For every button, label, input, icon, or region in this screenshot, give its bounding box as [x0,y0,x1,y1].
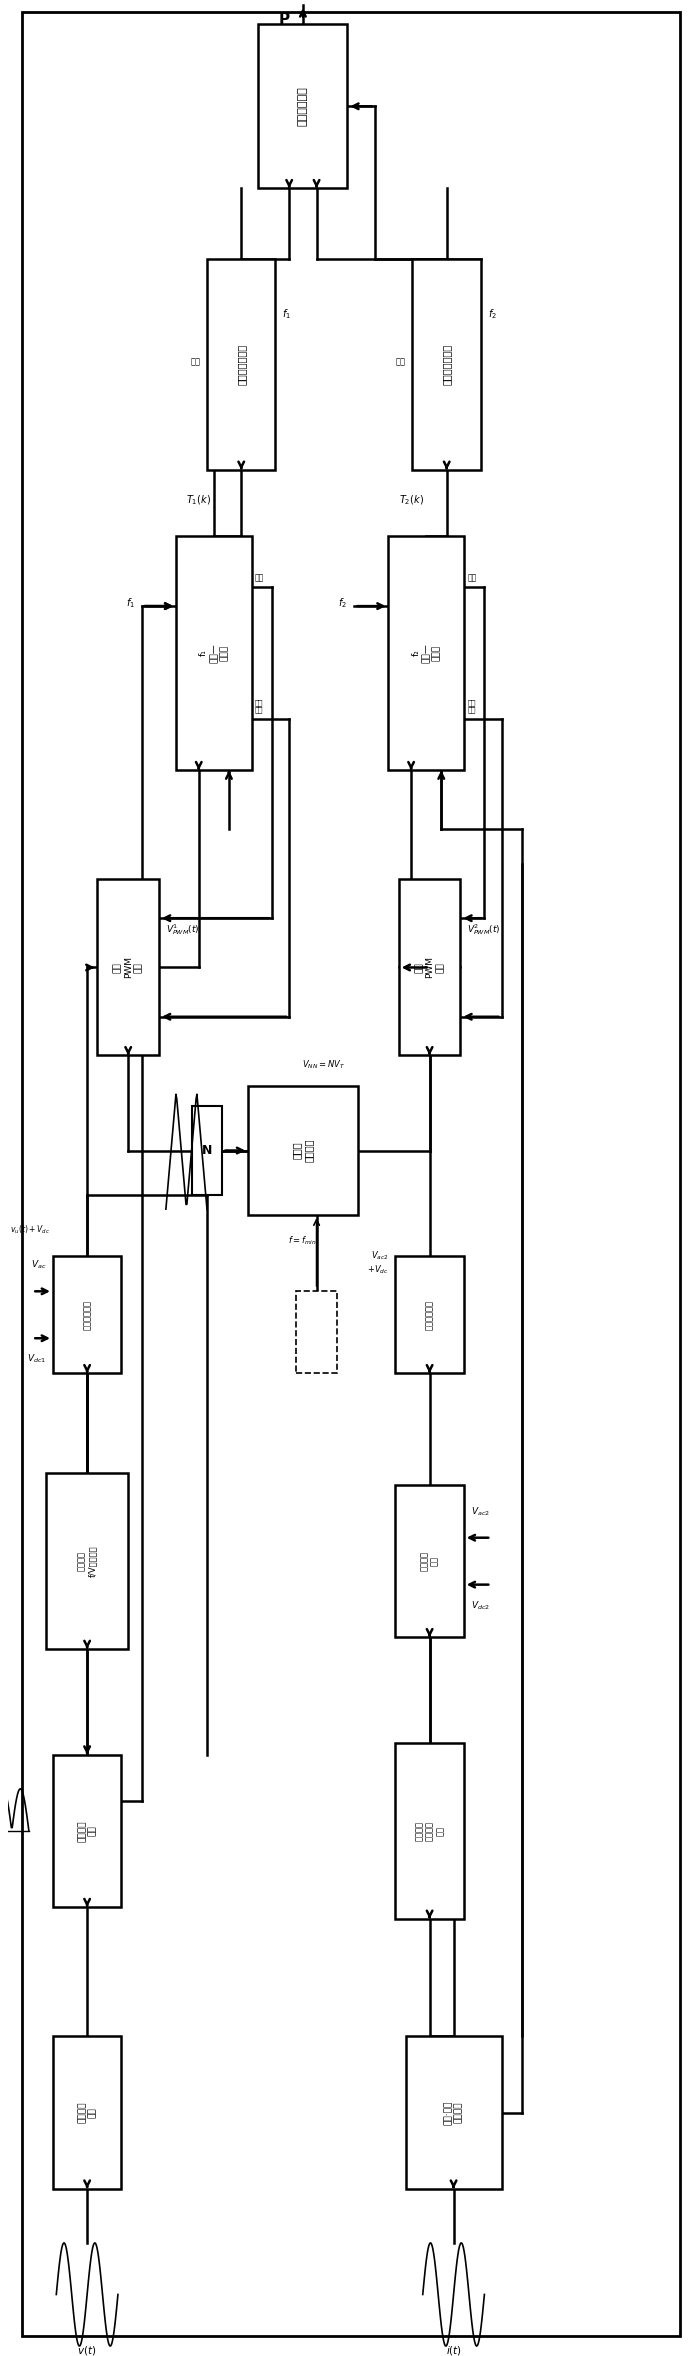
Text: 第一加法
电路: 第一加法 电路 [420,1550,439,1571]
Text: $f_1$: $f_1$ [282,309,291,320]
Text: 容量
触发: 容量 触发 [467,700,476,714]
Text: $V^1_{PWM}(t)$: $V^1_{PWM}(t)$ [166,921,200,938]
Text: f₂
模数—
转换器: f₂ 模数— 转换器 [412,643,441,662]
Text: $f = f_{min}$: $f = f_{min}$ [289,1235,317,1246]
Bar [389,535,464,770]
Text: 第一
PWM
控制: 第一 PWM 控制 [113,957,143,978]
Bar [207,259,276,469]
Text: N: N [202,1145,212,1157]
Bar [53,1755,121,1908]
Bar [296,1291,337,1374]
Text: 整形电路
f/V转换电路: 整形电路 f/V转换电路 [78,1546,97,1576]
Text: 第二石磁存储器: 第二石磁存储器 [441,344,452,384]
Bar [192,1105,222,1194]
Text: $T_2(k)$: $T_2(k)$ [399,492,424,507]
Text: $f_2$: $f_2$ [488,309,497,320]
Text: 第一石磁存储器: 第一石磁存储器 [236,344,246,384]
Bar [396,1256,464,1374]
Text: 频率测量
电路: 频率测量 电路 [78,1821,97,1842]
Bar [248,1086,357,1216]
Text: 整形放大
电路: 整形放大 电路 [78,2102,97,2123]
Bar [53,1256,121,1374]
Text: $V^2_{PWM}(t)$: $V^2_{PWM}(t)$ [467,921,501,938]
Bar [53,2036,121,2189]
Text: 容量
触发: 容量 触发 [255,700,264,714]
Text: $V_{dc2}$: $V_{dc2}$ [471,1600,490,1612]
Bar [405,2036,502,2189]
Text: 频率: 频率 [190,358,200,368]
Text: P: P [279,12,290,28]
Text: 有功功率计算: 有功功率计算 [298,87,308,127]
Text: $V_{NN} = NV_T$: $V_{NN} = NV_T$ [302,1058,345,1070]
Text: $f_1$: $f_1$ [126,596,135,610]
Bar [396,1484,464,1637]
Text: $V_{ac}$: $V_{ac}$ [31,1258,46,1272]
Bar [176,535,251,770]
Text: 三角波
发生电路: 三角波 发生电路 [292,1138,314,1162]
Text: $V_{ac2}$: $V_{ac2}$ [471,1505,489,1517]
Text: $T_1(k)$: $T_1(k)$ [187,492,212,507]
Bar [399,879,460,1055]
Text: 触发: 触发 [255,573,264,582]
Text: 频率: 频率 [396,358,405,368]
Bar [412,259,481,469]
Text: $V_{dc1}$: $V_{dc1}$ [27,1352,46,1364]
Bar [396,1743,464,1920]
Text: 电流·电压
转换电路: 电流·电压 转换电路 [444,2102,464,2125]
Text: $i(t)$: $i(t)$ [446,2344,462,2356]
Bar [258,24,348,188]
Text: 第二信号
检测处理
电路: 第二信号 检测处理 电路 [415,1821,444,1840]
Bar [97,879,159,1055]
Text: 第二加法电路: 第二加法电路 [425,1301,434,1329]
Text: 第一加法电路: 第一加法电路 [83,1301,92,1329]
Text: $f_2$: $f_2$ [339,596,348,610]
Text: $v(t)$: $v(t)$ [78,2344,96,2356]
Text: 触发: 触发 [467,573,477,582]
Text: f₁
模数—
转换器: f₁ 模数— 转换器 [199,643,229,662]
Text: $v_u(t)+V_{dc}$: $v_u(t)+V_{dc}$ [10,1223,49,1237]
Text: $V_{ac2}$
$+ V_{dc}$: $V_{ac2}$ $+ V_{dc}$ [367,1249,389,1277]
Bar [46,1472,128,1649]
Text: 第二
PWM
控制: 第二 PWM 控制 [415,957,444,978]
